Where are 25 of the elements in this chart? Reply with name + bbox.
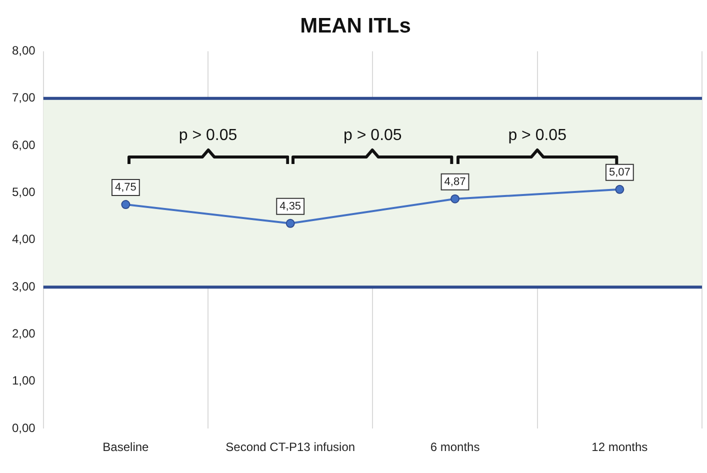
data-label: 4,35	[280, 200, 302, 212]
y-tick-label: 0,00	[12, 420, 36, 435]
x-tick-label: 12 months	[592, 440, 648, 454]
annotation: p > 0.05	[344, 126, 402, 144]
point	[121, 200, 130, 210]
data-label: 4,87	[444, 176, 466, 188]
y-tick-label: 4,00	[12, 232, 36, 246]
annotation: p > 0.05	[508, 126, 567, 144]
y-tick-label: 3,00	[12, 279, 36, 294]
y-tick-label: 2,00	[12, 326, 36, 341]
point	[286, 218, 295, 228]
data-label: 4,75	[114, 182, 136, 194]
chart-title: MEAN ITLs	[300, 14, 411, 38]
point	[615, 184, 624, 194]
y-tick-label: 5,00	[12, 185, 36, 200]
y-tick-label: 6,00	[12, 138, 36, 152]
x-tick-label: Second CT-P13 infusion	[226, 440, 356, 454]
point	[450, 194, 460, 204]
x-tick-label: Baseline	[102, 440, 150, 454]
annotation: p > 0.05	[178, 126, 238, 144]
y-tick-label: 8,00	[12, 44, 36, 58]
data-label: 5,07	[608, 166, 630, 178]
y-tick-label: 1,00	[12, 374, 36, 388]
y-tick-label: 7,00	[12, 90, 36, 105]
x-tick-label: 6 months	[430, 440, 480, 454]
